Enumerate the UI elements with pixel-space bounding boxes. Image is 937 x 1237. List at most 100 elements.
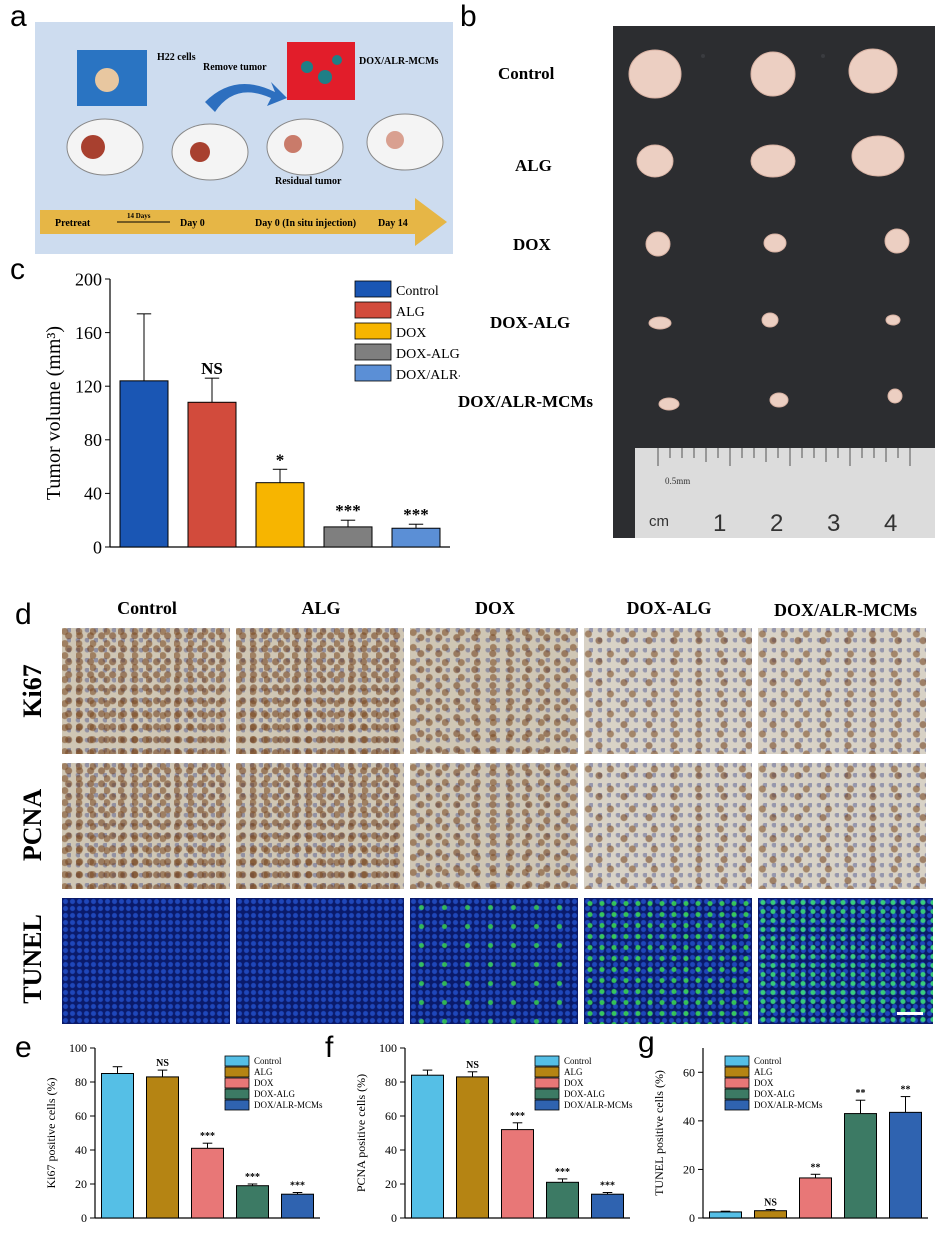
ruler-small-label: 0.5mm bbox=[665, 476, 690, 486]
legend-swatch bbox=[534, 1077, 560, 1089]
bar-control bbox=[119, 380, 169, 548]
y-tick-label-3: 60 bbox=[683, 1065, 695, 1079]
bar-dox bbox=[501, 1129, 534, 1219]
significance-label: ** bbox=[856, 1088, 866, 1099]
histo-tunel-control bbox=[62, 898, 230, 1024]
scale-bar bbox=[897, 1012, 923, 1015]
legend-swatch bbox=[224, 1088, 250, 1100]
ruler-number-2: 2 bbox=[770, 510, 783, 537]
bar-dox-alr-mcms bbox=[281, 1193, 314, 1219]
histo-ki67-dox-alr-mcms bbox=[758, 628, 926, 754]
bar-dox bbox=[191, 1147, 224, 1219]
legend-label: DOX bbox=[754, 1078, 774, 1088]
histo-col-dox: DOX bbox=[475, 598, 515, 618]
y-tick-label-2: 40 bbox=[75, 1143, 87, 1157]
legend-label: ALG bbox=[396, 305, 425, 320]
legend-swatch bbox=[354, 364, 392, 382]
y-tick-label-4: 80 bbox=[75, 1075, 87, 1089]
histo-col-dox-alg: DOX-ALG bbox=[626, 598, 712, 618]
bar-dox-alr-mcms bbox=[591, 1193, 624, 1219]
bar-dox-alg bbox=[546, 1181, 579, 1219]
y-tick-label-3: 120 bbox=[75, 377, 102, 397]
photo-label-dox-alr-mcms: DOX/ALR-MCMs bbox=[458, 392, 594, 411]
ruler bbox=[635, 448, 935, 538]
legend-swatch bbox=[724, 1055, 750, 1067]
legend-label: DOX bbox=[564, 1078, 584, 1088]
significance-label: *** bbox=[403, 505, 429, 524]
timeline-day0-injection: Day 0 (In situ injection) bbox=[255, 218, 356, 229]
photo-label-control: Control bbox=[498, 64, 555, 83]
bar-alg bbox=[754, 1210, 787, 1219]
ruler-number-1: 1 bbox=[713, 510, 726, 537]
panel-label-e: e bbox=[15, 1031, 32, 1064]
legend-swatch bbox=[724, 1088, 750, 1100]
significance-label: NS bbox=[156, 1058, 169, 1069]
panel-label-g: g bbox=[638, 1026, 655, 1059]
mice bbox=[66, 113, 444, 181]
legend-swatch bbox=[354, 280, 392, 298]
legend-label: DOX/ALR-MCMs bbox=[564, 1100, 633, 1110]
legend-swatch bbox=[724, 1066, 750, 1078]
significance-label: *** bbox=[200, 1131, 215, 1142]
legend-label: Control bbox=[564, 1056, 592, 1066]
y-tick-label-5: 100 bbox=[69, 1041, 87, 1055]
histo-ki67-alg bbox=[236, 628, 404, 754]
legend-swatch bbox=[354, 322, 392, 340]
y-tick-label-1: 20 bbox=[75, 1177, 87, 1191]
significance-label: ** bbox=[811, 1162, 821, 1173]
legend-label: DOX-ALG bbox=[254, 1089, 295, 1099]
legend-swatch bbox=[354, 343, 392, 361]
tumors bbox=[628, 48, 910, 411]
drug-box bbox=[287, 42, 355, 100]
significance-label: *** bbox=[290, 1181, 305, 1192]
remove-arrow bbox=[205, 82, 287, 112]
legend-label: ALG bbox=[254, 1067, 273, 1077]
y-tick-label-0: 0 bbox=[93, 537, 102, 557]
y-tick-label-2: 80 bbox=[84, 430, 102, 450]
histo-row-ki67: Ki67 bbox=[18, 664, 47, 718]
timeline-arrow bbox=[40, 198, 447, 246]
legend-label: DOX bbox=[254, 1078, 274, 1088]
cell-cluster bbox=[95, 68, 119, 92]
y-tick-label-2: 40 bbox=[385, 1143, 397, 1157]
legend-swatch bbox=[534, 1066, 560, 1078]
legend-label: Control bbox=[254, 1056, 282, 1066]
y-tick-label-1: 20 bbox=[385, 1177, 397, 1191]
histo-col-control: Control bbox=[117, 598, 177, 618]
legend-swatch bbox=[534, 1055, 560, 1067]
legend-swatch bbox=[534, 1088, 560, 1100]
significance-label: ** bbox=[901, 1085, 911, 1096]
significance-label: NS bbox=[466, 1060, 479, 1071]
legend-swatch bbox=[354, 301, 392, 319]
histo-row-tunel: TUNEL bbox=[18, 914, 47, 1004]
bar-control bbox=[101, 1073, 134, 1219]
y-tick-label-3: 60 bbox=[75, 1109, 87, 1123]
ruler-ticks bbox=[657, 448, 911, 466]
legend-swatch bbox=[724, 1077, 750, 1089]
bar-dox-alr-mcms bbox=[391, 527, 441, 548]
significance-label: *** bbox=[555, 1167, 570, 1178]
histo-ki67-control bbox=[62, 628, 230, 754]
significance-label: * bbox=[276, 450, 285, 469]
significance-label: *** bbox=[510, 1111, 525, 1122]
legend-swatch bbox=[224, 1055, 250, 1067]
significance-label: NS bbox=[764, 1198, 777, 1209]
histo-col-dox-alr-mcms: DOX/ALR-MCMs bbox=[774, 600, 917, 620]
photo-label-alg: ALG bbox=[515, 156, 552, 175]
legend-label: DOX-ALG bbox=[396, 347, 460, 362]
y-axis-label: TUNEL positive cells (%) bbox=[652, 1070, 666, 1196]
y-tick-label-4: 80 bbox=[385, 1075, 397, 1089]
bar-control bbox=[709, 1211, 742, 1219]
histo-col-alg: ALG bbox=[301, 598, 341, 618]
cells-label: H22 cells bbox=[157, 52, 196, 63]
panel-label-a: a bbox=[10, 0, 27, 33]
bar-alg bbox=[146, 1076, 179, 1219]
panel-label-f: f bbox=[325, 1031, 334, 1064]
legend-swatch bbox=[224, 1066, 250, 1078]
photo-label-dox: DOX bbox=[513, 235, 551, 254]
legend-label: DOX-ALG bbox=[754, 1089, 795, 1099]
bar-control bbox=[411, 1074, 444, 1219]
histo-pcna-dox bbox=[410, 763, 578, 889]
histo-tunel-alg bbox=[236, 898, 404, 1024]
